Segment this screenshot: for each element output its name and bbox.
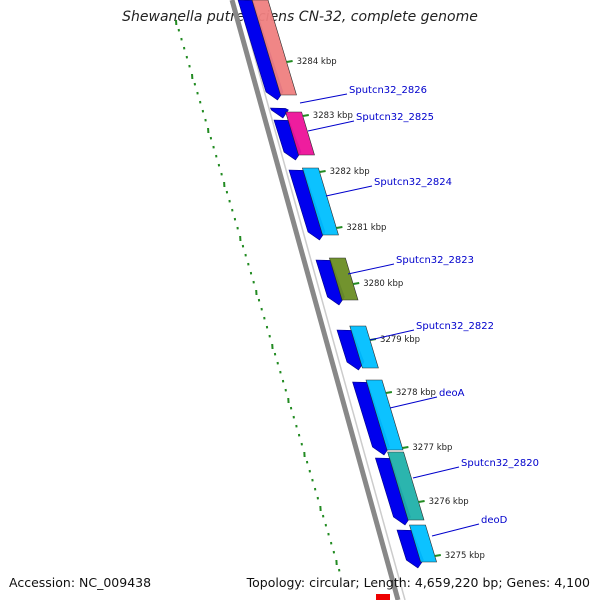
gene-label: Sputcn32_2825 [356, 112, 434, 123]
tick-mark [302, 114, 309, 117]
gene-label: Sputcn32_2826 [349, 85, 427, 96]
tick-label: 3277 kbp [412, 443, 452, 453]
gene-label: deoA [439, 388, 465, 399]
gene-label: Sputcn32_2824 [374, 177, 452, 188]
feature-bar [251, 0, 297, 96]
tick-label: 3276 kbp [429, 497, 469, 507]
tick-label: 3278 kbp [396, 388, 436, 398]
tick-label: 3279 kbp [380, 335, 420, 345]
summary-text: Topology: circular; Length: 4,659,220 bp… [246, 575, 590, 590]
cds-arrow [273, 119, 302, 161]
cds-arrow [315, 259, 345, 306]
gene-label: Sputcn32_2820 [461, 458, 539, 469]
cds-arrow [288, 169, 326, 241]
gene-labels: Sputcn32_2826 Sputcn32_2825 Sputcn32_2824 S… [299, 85, 539, 537]
backbone-track [229, 0, 406, 600]
tick-mark [353, 282, 360, 285]
backbone-line [229, 0, 401, 600]
feature-bar [365, 379, 404, 451]
tick-label: 3281 kbp [346, 223, 386, 233]
cds-arrow [352, 381, 390, 456]
feature-bar [301, 167, 339, 236]
cds-arrow [374, 457, 411, 526]
cds-track [237, 0, 424, 569]
accession-text: Accession: NC_009438 [9, 575, 152, 590]
gene-label: deoD [481, 515, 508, 526]
tick-mark [336, 226, 343, 229]
label-leader-line [412, 466, 460, 479]
label-leader-line [431, 523, 480, 537]
feature-bar [409, 524, 438, 563]
tick-label: 3283 kbp [313, 111, 353, 121]
feature-bar [328, 257, 359, 301]
scale-ticks: 3284 kbp 3283 kbp 3282 kbp 3281 kbp 3280 kbp… [286, 57, 485, 561]
feature-fragment [376, 594, 390, 600]
label-leader-line [389, 396, 438, 409]
gc-dotted-track [175, 19, 341, 572]
tick-mark [418, 500, 425, 503]
tick-mark [402, 446, 409, 449]
feature-bar [285, 111, 315, 156]
tick-label: 3282 kbp [330, 167, 370, 177]
tick-mark [434, 554, 441, 557]
tick-label: 3284 kbp [297, 57, 337, 67]
feature-bar [349, 325, 379, 369]
label-leader-line [307, 120, 355, 132]
cds-arrow [336, 329, 365, 371]
tick-label: 3280 kbp [363, 279, 403, 289]
tick-mark [319, 170, 326, 173]
tick-label: 3275 kbp [445, 551, 485, 561]
cds-arrow [237, 0, 284, 101]
gene-label: Sputcn32_2822 [416, 321, 494, 332]
label-leader-line [369, 329, 415, 341]
feature-track [251, 0, 438, 600]
backbone-edge [238, 0, 406, 600]
feature-bar [387, 451, 425, 521]
cds-arrow [269, 107, 289, 119]
tick-mark [385, 391, 393, 394]
map-title: Shewanella putrefaciens CN-32, complete … [122, 9, 478, 25]
label-leader-line [325, 185, 373, 197]
label-leader-line [299, 93, 348, 104]
label-leader-line [347, 263, 395, 275]
gene-label: Sputcn32_2823 [396, 255, 474, 266]
tick-mark [286, 60, 293, 63]
cds-arrow [396, 529, 424, 569]
